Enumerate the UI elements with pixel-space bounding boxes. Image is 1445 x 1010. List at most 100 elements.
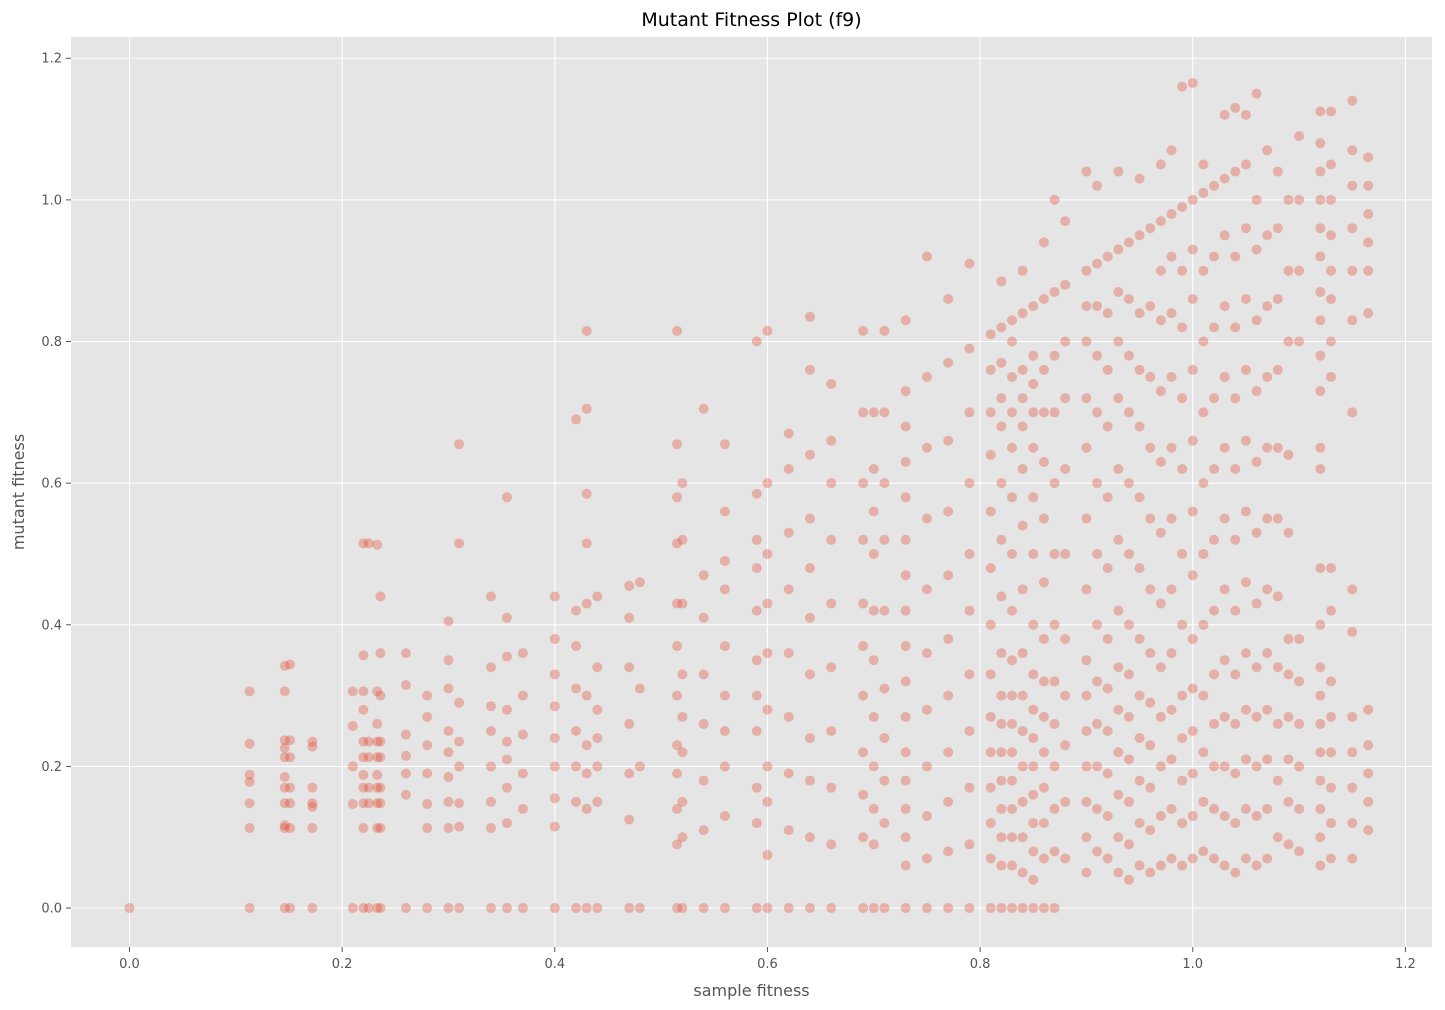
- data-point: [1123, 478, 1134, 489]
- data-point: [1113, 605, 1124, 616]
- data-point: [1283, 527, 1294, 538]
- data-point: [1251, 662, 1262, 673]
- data-point: [1272, 591, 1283, 602]
- data-point: [1123, 754, 1134, 765]
- data-point: [581, 598, 592, 609]
- data-point: [783, 428, 794, 439]
- data-point: [996, 534, 1007, 545]
- data-point: [517, 803, 528, 814]
- data-point: [244, 903, 255, 914]
- data-point: [1262, 371, 1273, 382]
- data-point: [1251, 761, 1262, 772]
- data-point: [964, 478, 975, 489]
- x-tick-label: 0.4: [544, 957, 565, 972]
- data-point: [1102, 421, 1113, 432]
- data-point: [285, 823, 296, 834]
- data-point: [1363, 237, 1374, 248]
- data-point: [1145, 301, 1156, 312]
- data-point: [677, 598, 688, 609]
- data-point: [1294, 846, 1305, 857]
- data-point: [1081, 393, 1092, 404]
- data-point: [1198, 619, 1209, 630]
- data-point: [985, 563, 996, 574]
- data-point: [1230, 867, 1241, 878]
- data-point: [1347, 747, 1358, 758]
- data-point: [1007, 832, 1018, 843]
- data-point: [1092, 803, 1103, 814]
- data-point: [1038, 853, 1049, 864]
- data-point: [1092, 180, 1103, 191]
- data-point: [1209, 322, 1220, 333]
- data-point: [868, 839, 879, 850]
- data-point: [900, 641, 911, 652]
- data-point: [549, 669, 560, 680]
- data-point: [868, 655, 879, 666]
- data-point: [751, 336, 762, 347]
- data-point: [677, 832, 688, 843]
- data-point: [285, 798, 296, 809]
- data-point: [1272, 442, 1283, 453]
- data-point: [1007, 775, 1018, 786]
- x-tick-label: 1.0: [1182, 957, 1203, 972]
- data-point: [375, 798, 386, 809]
- x-axis: 0.0 0.2 0.4 0.6 0.8 1.0 1.2: [119, 947, 1416, 972]
- data-point: [244, 798, 255, 809]
- data-point: [1209, 463, 1220, 474]
- data-point: [285, 659, 296, 670]
- data-point: [347, 686, 358, 697]
- data-point: [592, 733, 603, 744]
- data-point: [858, 534, 869, 545]
- data-point: [400, 729, 411, 740]
- data-point: [1017, 265, 1028, 276]
- data-point: [1219, 301, 1230, 312]
- data-point: [858, 598, 869, 609]
- data-point: [1315, 619, 1326, 630]
- data-point: [422, 768, 433, 779]
- data-point: [1198, 187, 1209, 198]
- chart-title: Mutant Fitness Plot (f9): [641, 9, 861, 31]
- data-point: [1363, 180, 1374, 191]
- data-point: [1007, 371, 1018, 382]
- data-point: [1177, 690, 1188, 701]
- data-point: [698, 403, 709, 414]
- data-point: [400, 679, 411, 690]
- data-point: [719, 690, 730, 701]
- data-point: [858, 903, 869, 914]
- data-point: [996, 803, 1007, 814]
- data-point: [996, 591, 1007, 602]
- data-point: [443, 616, 454, 627]
- data-point: [1155, 159, 1166, 170]
- data-point: [943, 435, 954, 446]
- data-point: [1198, 265, 1209, 276]
- x-tick-label: 0.2: [332, 957, 353, 972]
- data-point: [996, 775, 1007, 786]
- data-point: [1123, 839, 1134, 850]
- data-point: [1102, 364, 1113, 375]
- data-point: [372, 686, 383, 697]
- data-point: [996, 478, 1007, 489]
- data-point: [1155, 386, 1166, 397]
- data-point: [358, 769, 369, 780]
- data-point: [1230, 166, 1241, 177]
- data-point: [363, 798, 374, 809]
- data-point: [1177, 860, 1188, 871]
- data-point: [1166, 754, 1177, 765]
- data-point: [1315, 442, 1326, 453]
- data-point: [900, 315, 911, 326]
- data-point: [1294, 761, 1305, 772]
- data-point: [279, 798, 290, 809]
- data-point: [363, 903, 374, 914]
- data-point: [672, 903, 683, 914]
- data-point: [1102, 251, 1113, 262]
- data-point: [1028, 407, 1039, 418]
- data-point: [1028, 492, 1039, 503]
- data-point: [672, 439, 683, 450]
- data-point: [1060, 740, 1071, 751]
- data-point: [1230, 463, 1241, 474]
- y-axis-label: mutant fitness: [9, 434, 28, 550]
- data-point: [1347, 145, 1358, 156]
- data-point: [868, 711, 879, 722]
- data-point: [422, 798, 433, 809]
- data-point: [1209, 534, 1220, 545]
- data-point: [358, 782, 369, 793]
